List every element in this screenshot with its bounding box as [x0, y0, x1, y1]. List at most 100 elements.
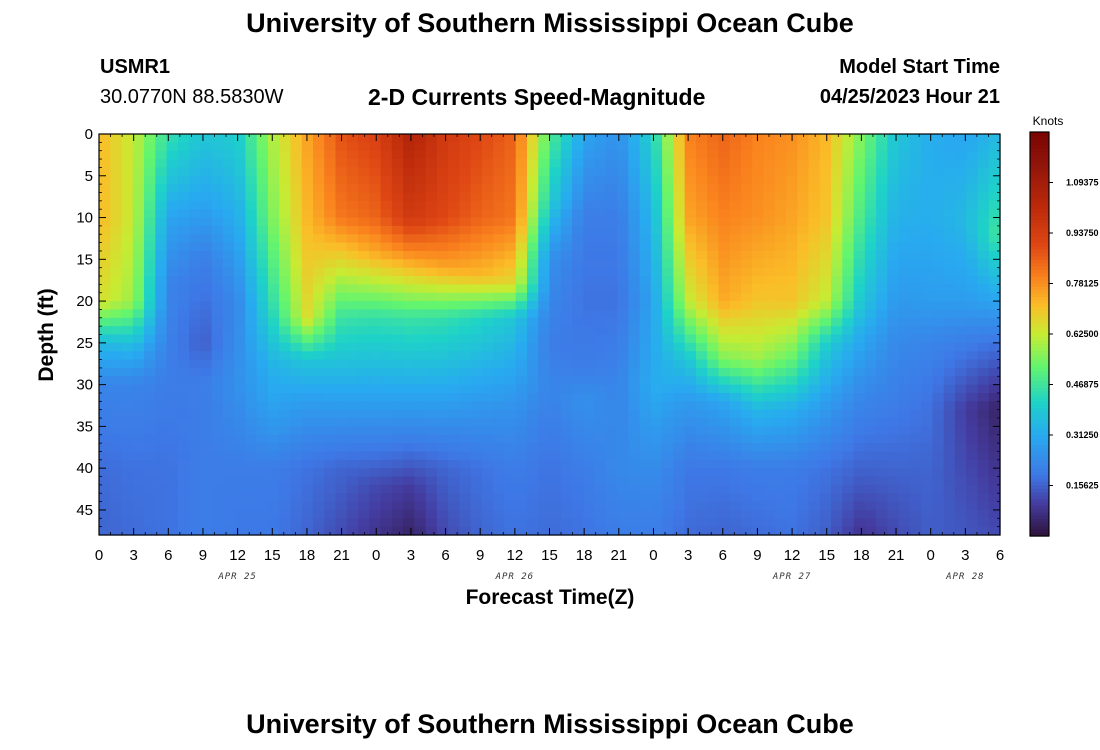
- heatmap-cell: [583, 434, 596, 444]
- colorbar-segment: [1030, 300, 1049, 305]
- heatmap-cell: [819, 459, 832, 469]
- heatmap-cell: [932, 234, 945, 244]
- heatmap-cell: [808, 334, 821, 344]
- heatmap-cell: [144, 518, 156, 528]
- heatmap-cell: [763, 484, 776, 494]
- heatmap-cell: [628, 376, 641, 386]
- heatmap-cell: [481, 292, 494, 302]
- heatmap-cell: [144, 426, 156, 436]
- heatmap-cell: [605, 134, 618, 143]
- heatmap-cell: [774, 200, 787, 210]
- heatmap-cell: [898, 367, 911, 377]
- heatmap-cell: [538, 493, 551, 503]
- heatmap-cell: [470, 276, 483, 285]
- heatmap-cell: [99, 468, 111, 478]
- heatmap-cell: [267, 459, 280, 469]
- heatmap-cell: [797, 484, 810, 494]
- heatmap-cell: [414, 443, 427, 453]
- heatmap-cell: [650, 351, 663, 361]
- heatmap-cell: [819, 134, 832, 143]
- heatmap-cell: [448, 159, 460, 169]
- heatmap-cell: [256, 459, 269, 469]
- heatmap-cell: [786, 259, 798, 269]
- heatmap-cell: [99, 209, 111, 219]
- heatmap-cell: [628, 309, 641, 319]
- heatmap-cell: [695, 518, 708, 528]
- heatmap-cell: [391, 484, 404, 494]
- heatmap-cell: [110, 518, 123, 528]
- heatmap-cell: [921, 526, 934, 536]
- heatmap-cell: [684, 292, 697, 302]
- heatmap-cell: [391, 134, 404, 143]
- heatmap-cell: [459, 317, 472, 327]
- heatmap-cell: [752, 242, 765, 252]
- heatmap-cell: [707, 468, 720, 478]
- heatmap-cell: [470, 451, 483, 461]
- heatmap-cell: [774, 259, 787, 269]
- heatmap-cell: [583, 367, 596, 377]
- heatmap-cell: [763, 317, 776, 327]
- heatmap-cell: [628, 334, 641, 344]
- heatmap-cell: [222, 468, 235, 478]
- heatmap-cell: [943, 484, 956, 494]
- heatmap-cell: [436, 267, 449, 277]
- heatmap-cell: [774, 526, 787, 536]
- y-tick-label: 15: [76, 251, 93, 268]
- heatmap-cell: [459, 484, 472, 494]
- heatmap-cell: [436, 392, 449, 402]
- heatmap-cell: [786, 367, 798, 377]
- heatmap-cell: [583, 292, 596, 302]
- heatmap-cell: [267, 225, 280, 235]
- heatmap-cell: [977, 175, 990, 185]
- heatmap-cell: [448, 484, 460, 494]
- heatmap-cell: [369, 225, 382, 235]
- heatmap-cell: [774, 509, 787, 519]
- heatmap-cell: [267, 434, 280, 444]
- heatmap-cell: [966, 309, 979, 319]
- heatmap-cell: [256, 209, 269, 219]
- heatmap-cell: [639, 250, 652, 260]
- heatmap-cell: [538, 309, 551, 319]
- heatmap-cell: [786, 476, 798, 486]
- heatmap-cell: [673, 384, 686, 394]
- heatmap-cell: [786, 376, 798, 386]
- colorbar-segment: [1030, 276, 1049, 281]
- heatmap-cell: [853, 426, 866, 436]
- heatmap-cell: [234, 292, 247, 302]
- heatmap-cell: [909, 301, 922, 311]
- heatmap-cell: [808, 493, 821, 503]
- colorbar-segment: [1030, 320, 1049, 325]
- heatmap-cell: [808, 259, 821, 269]
- heatmap-cell: [966, 418, 979, 427]
- heatmap-cell: [842, 184, 855, 194]
- heatmap-cell: [876, 284, 888, 294]
- heatmap-cell: [842, 392, 855, 402]
- heatmap-cell: [391, 276, 404, 285]
- heatmap-cell: [121, 509, 134, 519]
- heatmap-cell: [200, 443, 213, 453]
- heatmap-cell: [538, 276, 551, 285]
- heatmap-cell: [448, 401, 460, 411]
- heatmap-cell: [110, 292, 123, 302]
- heatmap-cell: [369, 234, 382, 244]
- heatmap-cell: [110, 234, 123, 244]
- heatmap-cell: [594, 267, 607, 277]
- heatmap-cell: [977, 518, 990, 528]
- heatmap-cell: [301, 209, 314, 219]
- colorbar-segment: [1030, 482, 1049, 487]
- heatmap-cell: [144, 292, 156, 302]
- heatmap-cell: [358, 468, 370, 478]
- heatmap-cell: [684, 468, 697, 478]
- heatmap-cell: [639, 367, 652, 377]
- heatmap-cell: [234, 443, 247, 453]
- heatmap-cell: [797, 242, 810, 252]
- heatmap-cell: [132, 484, 145, 494]
- heatmap-cell: [887, 476, 900, 486]
- heatmap-cell: [481, 334, 494, 344]
- heatmap-cell: [403, 451, 415, 461]
- heatmap-cell: [740, 175, 753, 185]
- colorbar-segment: [1030, 421, 1049, 426]
- heatmap-cell: [650, 250, 663, 260]
- heatmap-cell: [797, 142, 810, 152]
- heatmap-cell: [774, 192, 787, 202]
